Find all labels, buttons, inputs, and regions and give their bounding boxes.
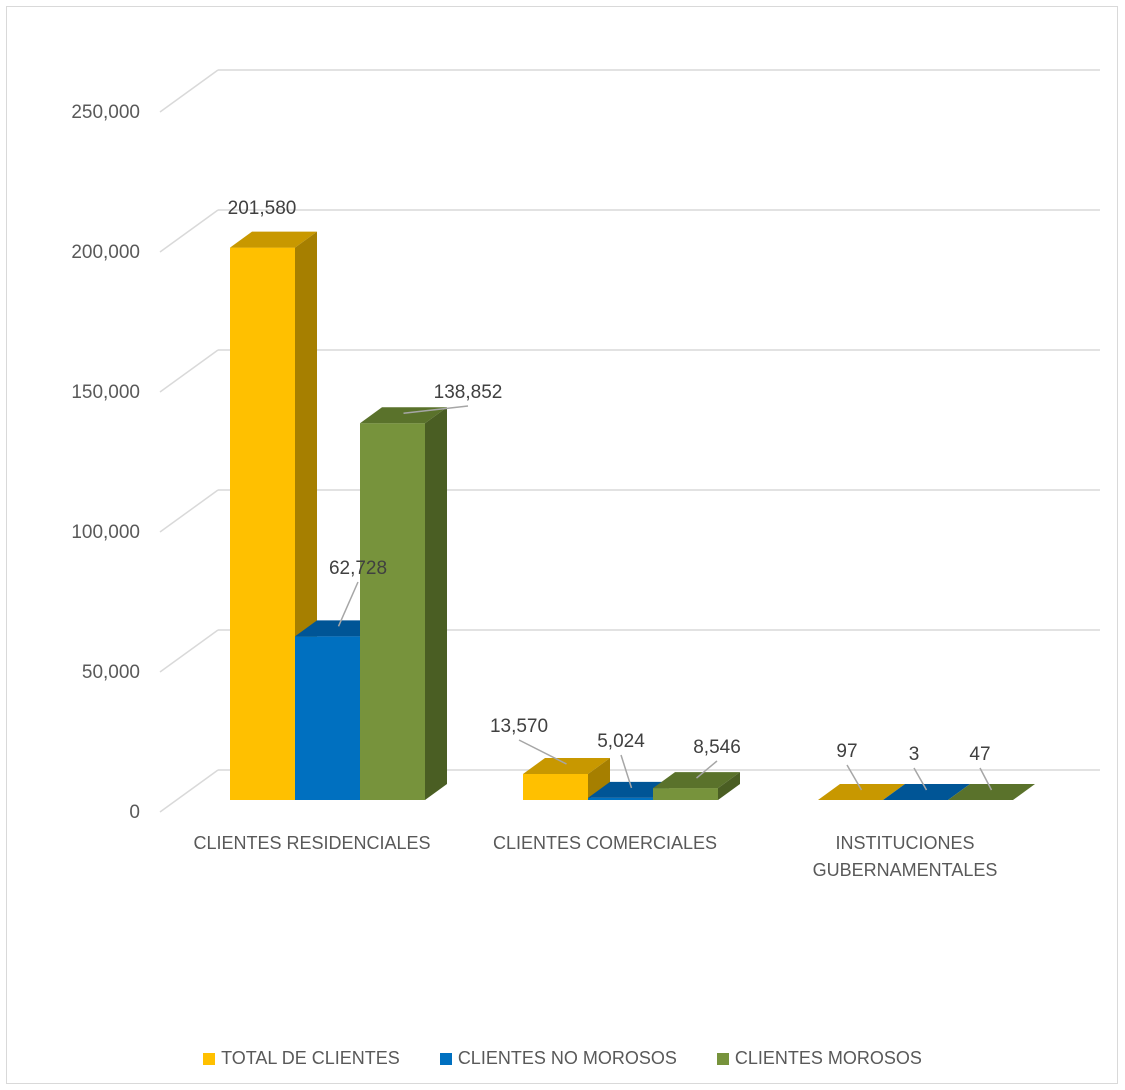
category-label: GUBERNAMENTALES <box>813 860 998 880</box>
data-label-leader <box>403 405 469 414</box>
bar-top <box>818 784 905 800</box>
gridline-diagonal <box>159 209 219 253</box>
legend-label: CLIENTES NO MOROSOS <box>457 1048 677 1068</box>
bar-side <box>718 772 740 800</box>
data-label: 5,024 <box>597 731 645 752</box>
legend-label: TOTAL DE CLIENTES <box>221 1048 400 1068</box>
y-tick-label: 0 <box>129 802 140 823</box>
gridline-diagonal <box>159 69 219 113</box>
data-label: 97 <box>836 741 857 762</box>
category-label: CLIENTES RESIDENCIALES <box>193 833 430 853</box>
legend-swatch <box>716 1052 729 1065</box>
chart-legend: TOTAL DE CLIENTES CLIENTES NO MOROSOS CLIE… <box>0 1048 1125 1069</box>
bar-front <box>230 247 295 801</box>
data-label: 8,546 <box>693 737 741 758</box>
data-label-leader <box>620 754 633 789</box>
bar-top <box>883 784 970 800</box>
bar-top <box>523 758 610 775</box>
legend-label: CLIENTES MOROSOS <box>734 1048 922 1068</box>
bar-front <box>360 423 425 800</box>
data-label-leader <box>846 764 863 791</box>
y-tick-label: 150,000 <box>71 382 140 403</box>
data-label: 201,580 <box>228 198 297 219</box>
data-label-leader <box>979 767 993 791</box>
data-label-leader <box>913 767 928 791</box>
legend-item: CLIENTES NO MOROSOS <box>439 1048 677 1069</box>
legend-swatch <box>203 1052 216 1065</box>
bar-front <box>653 788 718 800</box>
bar-front <box>523 774 588 800</box>
category-label: CLIENTES COMERCIALES <box>493 833 717 853</box>
y-tick-label: 250,000 <box>71 102 140 123</box>
y-tick-label: 200,000 <box>71 242 140 263</box>
y-tick-label: 100,000 <box>71 522 140 543</box>
data-label: 62,728 <box>329 558 387 579</box>
category-label: INSTITUCIONES <box>835 833 974 853</box>
gridline-diagonal <box>159 489 219 533</box>
gridline-diagonal <box>159 349 219 393</box>
legend-item: CLIENTES MOROSOS <box>716 1048 922 1069</box>
gridline-diagonal <box>159 629 219 673</box>
y-tick-label: 50,000 <box>82 662 140 683</box>
bar-side <box>588 758 610 800</box>
chart-frame <box>6 6 1118 1084</box>
data-label: 3 <box>909 744 920 765</box>
bar-front <box>295 636 360 800</box>
data-label: 13,570 <box>490 716 548 737</box>
data-label-leader <box>337 581 359 627</box>
bar-front <box>588 797 653 800</box>
data-label: 47 <box>969 744 990 765</box>
bar-chart: 0 50,000 100,000 150,000 200,000 250,000 201,5… <box>71 69 1100 880</box>
bar-top <box>948 784 1035 800</box>
bar-top <box>653 772 740 789</box>
bar-side <box>425 407 447 800</box>
legend-item: TOTAL DE CLIENTES <box>203 1048 400 1069</box>
data-label-leader <box>518 739 567 765</box>
data-label: 138,852 <box>434 382 503 403</box>
data-label-leader <box>696 760 718 779</box>
gridline-diagonal <box>159 769 219 813</box>
bar-top <box>230 231 317 248</box>
legend-swatch <box>439 1052 452 1065</box>
